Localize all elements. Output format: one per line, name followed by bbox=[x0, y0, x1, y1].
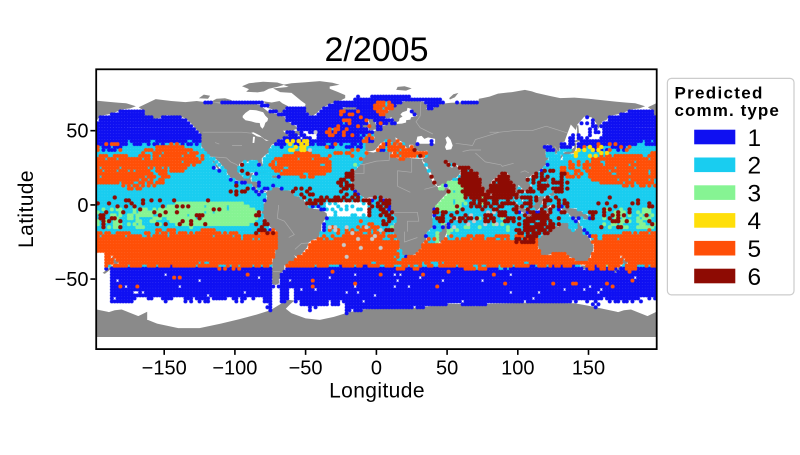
svg-text:100: 100 bbox=[501, 358, 534, 380]
svg-text:2: 2 bbox=[748, 153, 762, 180]
svg-text:Longitude: Longitude bbox=[329, 380, 425, 403]
svg-text:Predicted: Predicted bbox=[675, 83, 764, 102]
svg-text:150: 150 bbox=[572, 358, 605, 380]
svg-text:50: 50 bbox=[66, 121, 88, 143]
svg-text:Latitude: Latitude bbox=[15, 170, 38, 248]
svg-text:4: 4 bbox=[748, 208, 762, 235]
svg-text:0: 0 bbox=[371, 358, 382, 380]
svg-text:1: 1 bbox=[748, 125, 762, 152]
svg-text:0: 0 bbox=[77, 195, 88, 217]
svg-text:−100: −100 bbox=[212, 358, 257, 380]
svg-text:−50: −50 bbox=[289, 358, 323, 380]
svg-text:6: 6 bbox=[748, 264, 762, 291]
svg-text:50: 50 bbox=[436, 358, 458, 380]
svg-text:5: 5 bbox=[748, 236, 762, 263]
svg-text:−150: −150 bbox=[142, 358, 187, 380]
svg-text:2/2005: 2/2005 bbox=[325, 31, 429, 69]
svg-text:−50: −50 bbox=[55, 269, 89, 291]
svg-text:comm. type: comm. type bbox=[675, 101, 780, 120]
svg-text:3: 3 bbox=[748, 180, 762, 207]
